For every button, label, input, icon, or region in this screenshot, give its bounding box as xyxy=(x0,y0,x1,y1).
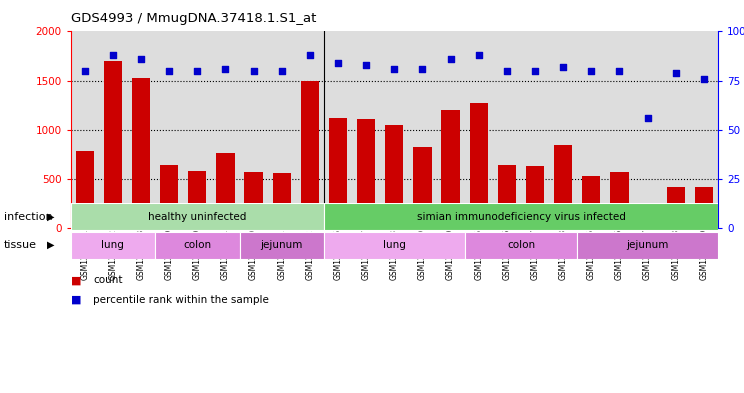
Point xyxy=(501,68,513,74)
Bar xyxy=(329,118,347,228)
Point xyxy=(107,52,119,58)
Text: percentile rank within the sample: percentile rank within the sample xyxy=(93,295,269,305)
Text: colon: colon xyxy=(507,240,535,250)
Point xyxy=(276,68,288,74)
Text: simian immunodeficiency virus infected: simian immunodeficiency virus infected xyxy=(417,211,626,222)
Bar xyxy=(498,165,516,228)
Bar xyxy=(132,78,150,228)
Point xyxy=(670,70,682,76)
Bar xyxy=(301,81,319,228)
Text: jejunum: jejunum xyxy=(626,240,669,250)
Point xyxy=(445,56,457,62)
Bar xyxy=(272,173,291,228)
Bar xyxy=(71,232,155,259)
Bar xyxy=(160,165,179,228)
Point xyxy=(698,75,710,82)
Point xyxy=(135,56,147,62)
Bar xyxy=(385,125,403,228)
Bar xyxy=(526,166,544,228)
Bar xyxy=(240,232,324,259)
Text: ■: ■ xyxy=(71,275,81,285)
Bar xyxy=(217,153,234,228)
Text: count: count xyxy=(93,275,123,285)
Point xyxy=(79,68,91,74)
Bar xyxy=(441,110,460,228)
Point xyxy=(332,60,344,66)
Point xyxy=(219,66,231,72)
Point xyxy=(191,68,203,74)
Bar xyxy=(414,147,432,228)
Bar xyxy=(245,173,263,228)
Text: colon: colon xyxy=(183,240,211,250)
Point xyxy=(304,52,316,58)
Bar xyxy=(577,232,718,259)
Bar xyxy=(610,172,629,228)
Point xyxy=(614,68,626,74)
Bar xyxy=(582,176,600,228)
Bar xyxy=(155,232,240,259)
Bar xyxy=(103,61,122,228)
Bar xyxy=(71,203,324,230)
Bar xyxy=(357,119,375,228)
Point xyxy=(360,62,372,68)
Text: tissue: tissue xyxy=(4,240,36,250)
Point xyxy=(248,68,260,74)
Bar xyxy=(324,203,718,230)
Bar xyxy=(324,232,465,259)
Point xyxy=(529,68,541,74)
Bar xyxy=(554,145,572,228)
Bar xyxy=(695,187,713,228)
Text: ▶: ▶ xyxy=(47,240,54,250)
Text: GDS4993 / MmugDNA.37418.1.S1_at: GDS4993 / MmugDNA.37418.1.S1_at xyxy=(71,12,316,25)
Bar xyxy=(469,103,488,228)
Point xyxy=(557,64,569,70)
Point xyxy=(417,66,429,72)
Text: healthy uninfected: healthy uninfected xyxy=(148,211,246,222)
Text: ■: ■ xyxy=(71,295,81,305)
Text: infection: infection xyxy=(4,211,52,222)
Point xyxy=(472,52,484,58)
Point xyxy=(388,66,400,72)
Text: lung: lung xyxy=(383,240,405,250)
Bar xyxy=(667,187,685,228)
Text: ▶: ▶ xyxy=(47,211,54,222)
Text: lung: lung xyxy=(101,240,124,250)
Bar xyxy=(188,171,207,228)
Point xyxy=(163,68,175,74)
Bar xyxy=(76,151,94,228)
Bar xyxy=(465,232,577,259)
Point xyxy=(586,68,597,74)
Point xyxy=(641,115,653,121)
Bar xyxy=(638,217,657,228)
Text: jejunum: jejunum xyxy=(260,240,303,250)
